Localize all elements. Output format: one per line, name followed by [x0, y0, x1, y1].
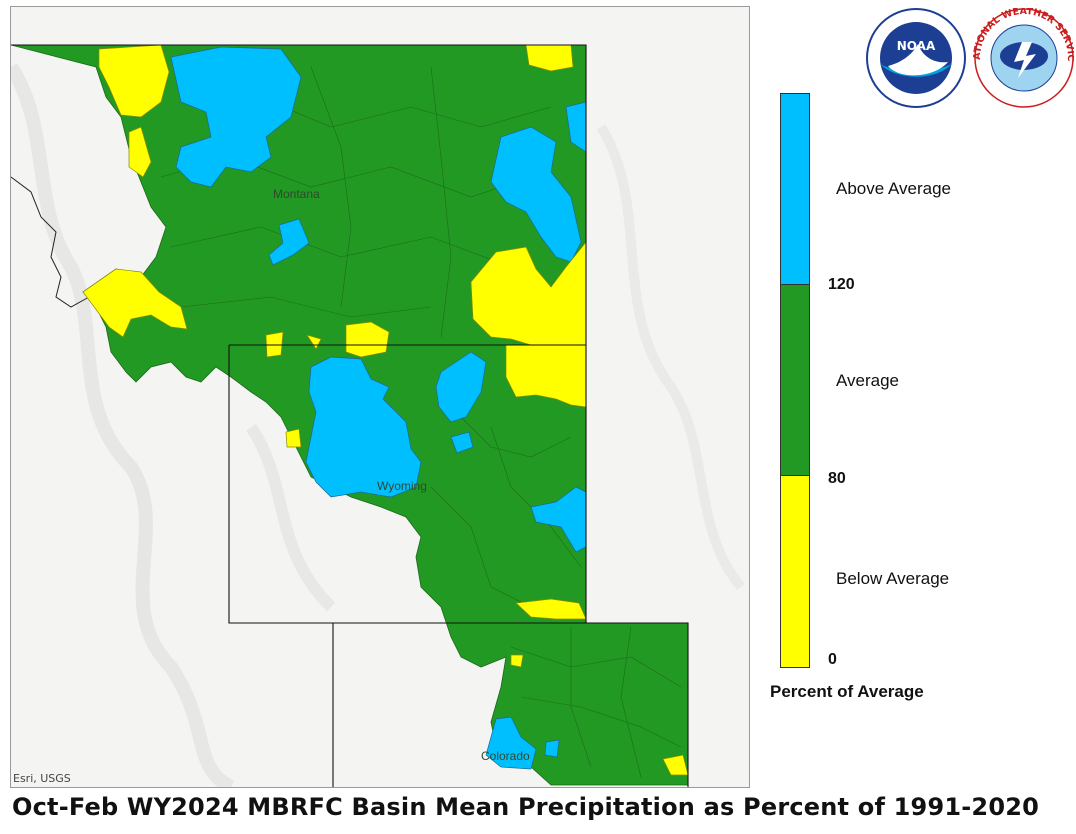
legend-label-above: Above Average [836, 179, 951, 198]
logos-graphic: NOAA NATIONAL WEATHER SERVICE [860, 0, 1076, 108]
state-label-montana: Montana [273, 187, 320, 201]
map-caption: Oct-Feb WY2024 MBRFC Basin Mean Precipit… [12, 793, 1040, 821]
legend-break-120: 120 [828, 276, 855, 293]
map-panel[interactable]: Montana Wyoming Colorado Esri, USGS [10, 6, 750, 788]
state-boundaries [11, 44, 689, 787]
legend-swatch-below [780, 475, 810, 668]
legend-label-average: Average [836, 371, 900, 390]
legend-title: Percent of Average [770, 682, 924, 701]
map-attribution: Esri, USGS [13, 772, 71, 785]
basemap-relief [11, 63, 745, 787]
legend-swatch-average [780, 284, 810, 476]
state-label-wyoming: Wyoming [377, 479, 427, 493]
map-legend: Above Average Average Below Average 120 … [770, 90, 1070, 710]
legend-swatch-above [780, 93, 810, 285]
agency-logos: NOAA NATIONAL WEATHER SERVICE [860, 0, 1076, 112]
legend-break-80: 80 [828, 470, 846, 487]
noaa-logo-icon: NOAA [866, 8, 966, 108]
idaho-border [11, 176, 90, 308]
legend-break-0: 0 [828, 651, 837, 668]
state-label-colorado: Colorado [481, 749, 530, 763]
noaa-logo-text: NOAA [897, 39, 936, 53]
basins-above-average [170, 46, 587, 770]
basin-map [11, 44, 745, 787]
basins-below-average [82, 44, 689, 776]
legend-label-below: Below Average [836, 569, 950, 588]
